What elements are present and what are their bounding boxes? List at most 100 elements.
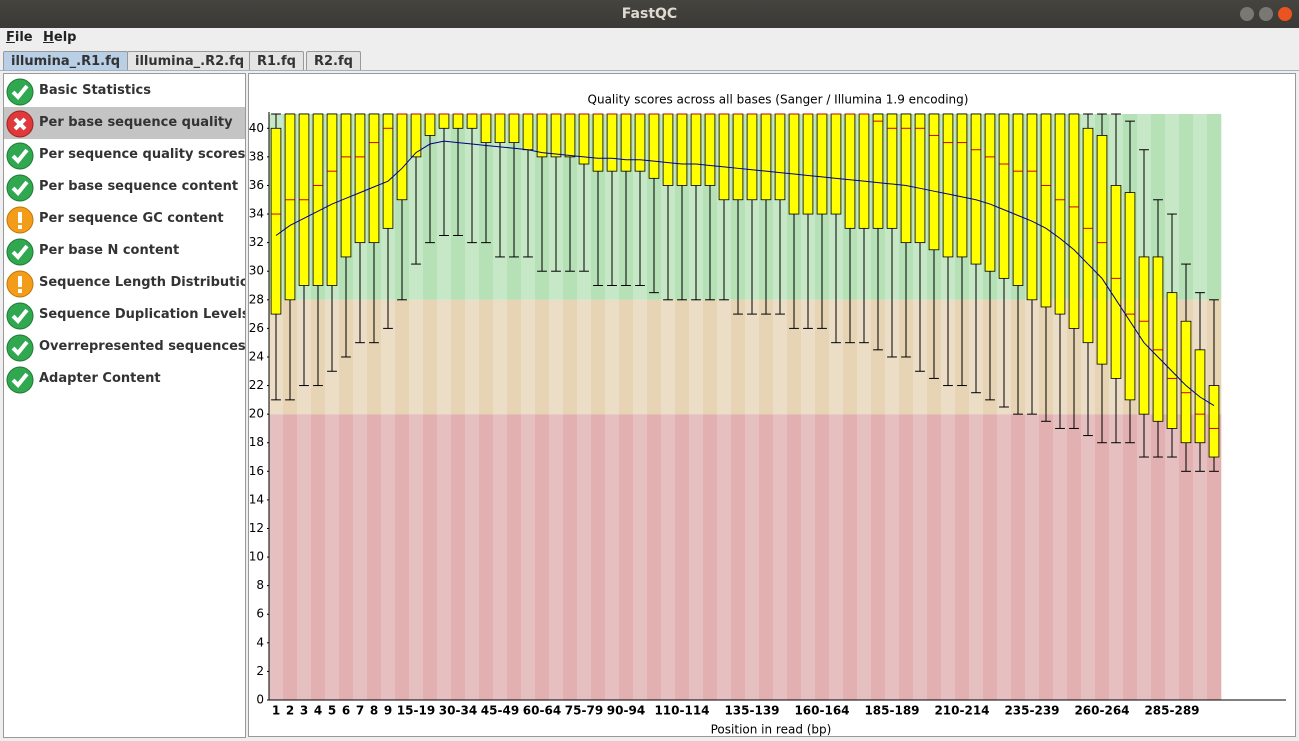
quality-band [1165,114,1180,300]
box [844,113,856,229]
quality-band [283,414,298,700]
tab[interactable]: R1.fq [249,51,304,71]
quality-band [857,299,872,415]
x-tick-label: 30-34 [439,704,477,718]
box [1208,385,1220,458]
module-item[interactable]: Sequence Length Distribution [4,267,245,299]
box-group [592,113,604,287]
quality-band [675,299,690,415]
box-group [1208,299,1220,472]
quality-band [535,299,550,415]
x-tick-label: 75-79 [565,704,603,718]
box [998,113,1010,279]
quality-band [605,299,620,415]
quality-band [1109,414,1124,700]
box-group [802,113,814,329]
quality-band [437,414,452,700]
x-tick-label: 90-94 [607,704,645,718]
box [662,113,674,186]
quality-band [717,299,732,415]
quality-band [451,299,466,415]
quality-band [1179,414,1194,700]
quality-band [703,299,718,415]
quality-band [1193,414,1208,700]
quality-band [843,299,858,415]
box-group [1054,113,1066,429]
quality-band [619,299,634,415]
box-group [284,113,296,401]
quality-band [1193,114,1208,300]
box [942,113,954,258]
minimize-button[interactable] [1240,7,1254,21]
menu-bar: File Help [0,28,1299,48]
quality-band [437,299,452,415]
tab[interactable]: illumina_.R2.fq [127,51,253,71]
box-group [438,113,450,236]
tab[interactable]: R2.fq [306,51,361,71]
box [368,113,380,244]
quality-band [829,414,844,700]
box [550,113,562,158]
box [704,113,716,186]
box-group [620,113,632,287]
quality-band [591,299,606,415]
y-tick-label: 6 [256,607,264,621]
box-group [928,113,940,379]
box [816,113,828,215]
quality-band [493,414,508,700]
quality-band [493,299,508,415]
y-tick-label: 4 [256,635,264,649]
module-item[interactable]: Adapter Content [4,363,245,395]
menu-file[interactable]: File [6,30,33,45]
x-tick-label: 285-289 [1144,704,1199,718]
box-group [830,113,842,344]
module-item[interactable]: Overrepresented sequences [4,331,245,363]
box [676,113,688,186]
tab[interactable]: illumina_.R1.fq [3,51,129,71]
quality-band [689,299,704,415]
box-group [746,113,758,315]
box-group [1166,213,1178,458]
box [354,113,366,244]
maximize-button[interactable] [1259,7,1273,21]
quality-band [507,299,522,415]
box-group [606,113,618,287]
box [690,113,702,186]
quality-band [969,414,984,700]
y-tick-label: 0 [256,693,264,707]
box-group [760,113,772,315]
box [522,113,534,151]
module-item[interactable]: Per base sequence quality [4,107,245,139]
x-tick-label: 260-264 [1074,704,1129,718]
quality-band [1151,414,1166,700]
box-group [662,113,674,301]
module-item[interactable]: Per sequence GC content [4,203,245,235]
x-tick-label: 185-189 [864,704,919,718]
quality-band [521,299,536,415]
module-item[interactable]: Per base sequence content [4,171,245,203]
close-button[interactable] [1278,7,1292,21]
x-tick-label: 60-64 [523,704,561,718]
module-item[interactable]: Per base N content [4,235,245,267]
quality-band [927,414,942,700]
box-group [270,113,282,401]
x-tick-label: 15-19 [397,704,435,718]
quality-band [535,414,550,700]
quality-band [983,414,998,700]
quality-band [843,414,858,700]
tab-divider [0,70,1299,71]
title-bar: FastQC [0,0,1299,28]
box [424,113,436,136]
menu-help[interactable]: Help [43,30,77,45]
x-tick-label: 1 [272,704,280,718]
chart-title: Quality scores across all bases (Sanger … [588,93,969,107]
box-group [648,113,660,294]
module-item[interactable]: Per sequence quality scores [4,139,245,171]
module-label: Per base sequence content [39,179,239,194]
mean-line [275,140,1215,406]
box-group [704,113,716,301]
quality-band [381,414,396,700]
module-item[interactable]: Sequence Duplication Levels [4,299,245,331]
module-item[interactable]: Basic Statistics [4,75,245,107]
box [1068,113,1080,329]
